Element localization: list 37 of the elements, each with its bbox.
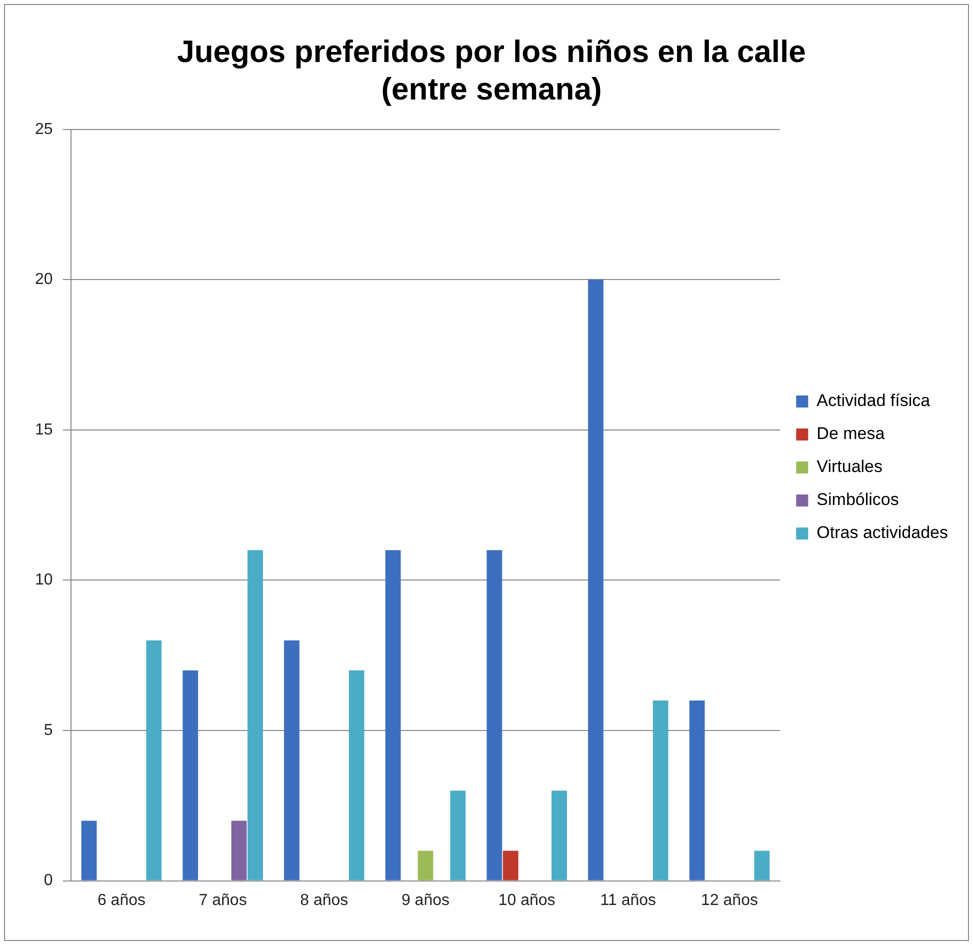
legend-label: Simbólicos xyxy=(816,490,899,510)
bar xyxy=(754,850,770,880)
bar xyxy=(231,820,247,880)
x-tick-label: 9 años xyxy=(401,892,450,909)
y-tick-label: 5 xyxy=(44,722,53,739)
y-tick-label: 10 xyxy=(35,572,53,589)
bar xyxy=(248,550,263,880)
x-tick-label: 6 años xyxy=(97,892,146,909)
bar xyxy=(284,640,300,880)
bar xyxy=(689,700,705,880)
bar xyxy=(146,640,162,880)
bar xyxy=(418,850,434,880)
bar xyxy=(588,280,604,880)
y-tick-label: 25 xyxy=(35,120,53,138)
bar xyxy=(450,790,466,880)
text: Juegos preferidos por los niños en la calle xyxy=(177,34,806,70)
x-tick-label: 7 años xyxy=(198,892,247,909)
legend-label: Otras actividades xyxy=(816,523,948,542)
bar xyxy=(502,850,518,880)
bar xyxy=(552,790,567,880)
legend-label: Virtuales xyxy=(816,457,883,476)
x-tick-label: 8 años xyxy=(300,892,348,909)
y-tick-label: 15 xyxy=(35,421,53,438)
y-tick-label: 0 xyxy=(44,872,53,890)
x-tick-label: 12 años xyxy=(701,892,758,909)
x-tick-label: 10 años xyxy=(498,892,556,909)
bar xyxy=(348,670,364,880)
bar xyxy=(652,700,668,880)
y-tick-label: 20 xyxy=(35,271,53,288)
text: (entre semana) xyxy=(381,71,602,106)
bar xyxy=(486,550,502,880)
bar xyxy=(385,550,401,880)
bar xyxy=(81,820,97,880)
legend-label: Actividad física xyxy=(816,391,931,410)
x-tick-label: 11 años xyxy=(600,892,656,909)
legend-label: De mesa xyxy=(816,424,886,444)
bar xyxy=(182,670,198,880)
